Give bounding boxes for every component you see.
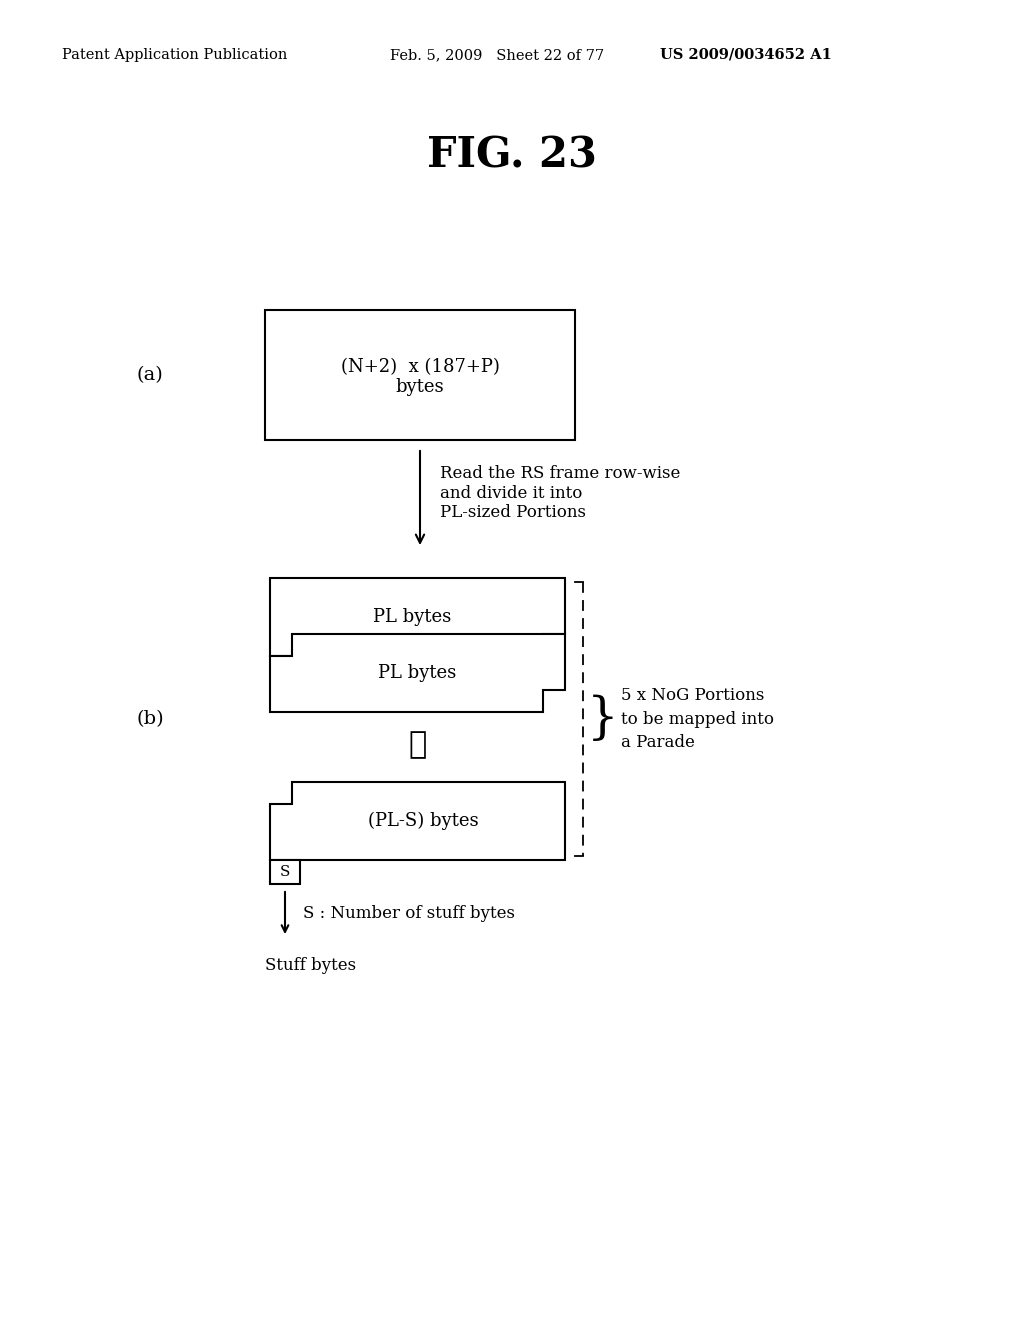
Text: (N+2)  x (187+P): (N+2) x (187+P) bbox=[341, 358, 500, 376]
Text: Patent Application Publication: Patent Application Publication bbox=[62, 48, 288, 62]
Text: (PL-S) bytes: (PL-S) bytes bbox=[368, 812, 478, 830]
Polygon shape bbox=[270, 578, 565, 656]
Text: FIG. 23: FIG. 23 bbox=[427, 135, 597, 176]
Text: Stuff bytes: Stuff bytes bbox=[265, 957, 356, 974]
Text: US 2009/0034652 A1: US 2009/0034652 A1 bbox=[660, 48, 831, 62]
Text: (b): (b) bbox=[136, 710, 164, 729]
Polygon shape bbox=[270, 634, 565, 711]
Text: bytes: bytes bbox=[395, 378, 444, 396]
Text: PL bytes: PL bytes bbox=[373, 609, 452, 626]
Text: }: } bbox=[587, 694, 618, 743]
Bar bbox=[270, 861, 300, 884]
Text: 5 x NoG Portions
to be mapped into
a Parade: 5 x NoG Portions to be mapped into a Par… bbox=[621, 686, 774, 751]
Text: (a): (a) bbox=[136, 366, 164, 384]
Text: Read the RS frame row-wise
and divide it into
PL-sized Portions: Read the RS frame row-wise and divide it… bbox=[440, 465, 680, 521]
Bar bbox=[265, 310, 575, 440]
Text: S: S bbox=[280, 865, 290, 879]
Text: ⋮: ⋮ bbox=[409, 730, 427, 760]
Text: Feb. 5, 2009   Sheet 22 of 77: Feb. 5, 2009 Sheet 22 of 77 bbox=[390, 48, 604, 62]
Text: S : Number of stuff bytes: S : Number of stuff bytes bbox=[303, 904, 515, 921]
Text: PL bytes: PL bytes bbox=[379, 664, 457, 682]
Polygon shape bbox=[270, 781, 565, 861]
